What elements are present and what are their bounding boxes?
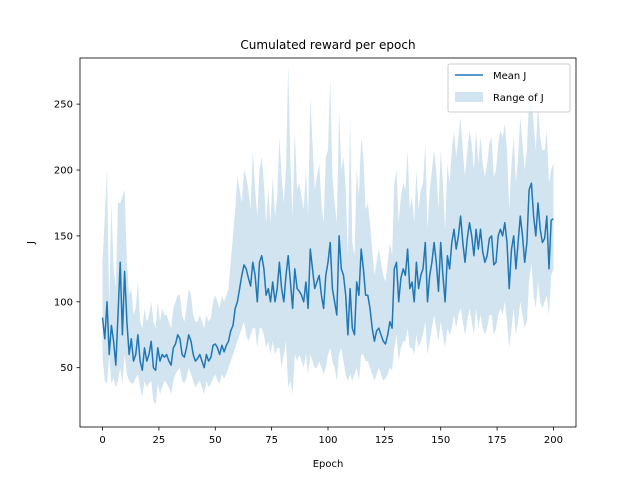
x-tick-label: 100 [318,435,337,446]
legend-band-swatch [455,92,483,102]
x-tick-label: 50 [209,435,222,446]
x-tick-label: 25 [153,435,166,446]
x-tick-label: 200 [544,435,563,446]
y-axis-ticks: 50 100 150 200 250 [54,100,80,374]
legend-label-mean: Mean J [493,71,526,82]
y-tick-label: 250 [54,100,73,111]
y-tick-label: 50 [60,363,73,374]
y-tick-label: 150 [54,231,73,242]
range-band [102,64,554,405]
x-tick-label: 0 [99,435,105,446]
x-axis-ticks: 0 25 50 75 100 125 150 175 200 [99,427,563,446]
y-tick-label: 200 [54,166,73,177]
legend-box [447,63,571,113]
y-axis-label: J [26,241,37,245]
y-tick-label: 100 [54,297,73,308]
legend: Mean J Range of J [447,63,571,113]
mean-line [101,182,554,372]
legend-label-range: Range of J [493,93,544,104]
x-tick-label: 175 [488,435,507,446]
x-axis-label: Epoch [313,459,344,470]
plot-area [101,64,554,405]
x-tick-label: 150 [431,435,450,446]
x-tick-label: 125 [375,435,394,446]
chart-title: Cumulated reward per epoch [240,38,415,52]
x-tick-label: 75 [265,435,278,446]
